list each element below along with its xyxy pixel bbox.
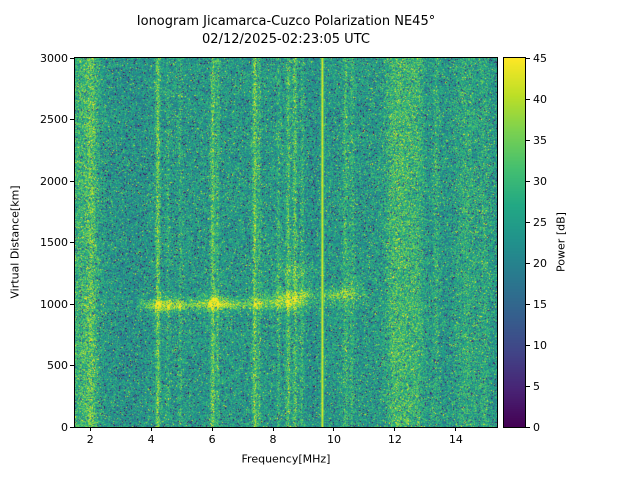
colorbar-tick-label: 15 <box>533 297 547 311</box>
colorbar-tick-label: 30 <box>533 174 547 188</box>
x-tick-mark <box>394 427 396 431</box>
colorbar-tick-mark <box>526 221 530 223</box>
plot-area <box>74 57 498 428</box>
colorbar-tick-mark <box>526 426 530 428</box>
colorbar-tick-mark <box>526 262 530 264</box>
y-tick-label: 2500 <box>40 113 68 126</box>
colorbar-tick-mark <box>526 98 530 100</box>
x-tick-mark <box>89 427 91 431</box>
x-tick-label: 12 <box>387 433 402 446</box>
x-tick-label: 14 <box>448 433 463 446</box>
x-tick-label: 6 <box>208 433 216 446</box>
y-tick-mark <box>70 242 74 243</box>
colorbar-tick-label: 35 <box>533 133 547 147</box>
y-tick-label: 2000 <box>40 174 68 188</box>
y-tick-label: 0 <box>61 420 68 434</box>
chart-title-line1: Ionogram Jicamarca-Cuzco Polarization NE… <box>136 14 436 29</box>
x-axis-label: Frequency[MHz] <box>241 452 331 466</box>
colorbar-tick-mark <box>526 344 530 346</box>
y-tick-mark <box>70 303 74 305</box>
colorbar-tick-label: 5 <box>533 379 540 393</box>
x-tick-mark <box>333 427 335 431</box>
x-tick-mark <box>211 427 213 431</box>
x-tick-label: 10 <box>326 433 341 446</box>
colorbar-tick-label: 20 <box>533 256 547 270</box>
y-tick-mark <box>70 365 74 366</box>
x-tick-label: 8 <box>269 433 277 446</box>
y-tick-label: 500 <box>47 359 68 372</box>
colorbar <box>503 57 526 428</box>
colorbar-tick-mark <box>526 303 530 305</box>
colorbar-tick-mark <box>526 385 530 387</box>
colorbar-tick-label: 10 <box>533 338 547 352</box>
ionogram-heatmap-canvas <box>75 58 497 427</box>
colorbar-tick-mark <box>526 180 530 182</box>
y-tick-mark <box>70 180 74 182</box>
colorbar-tick-label: 40 <box>533 92 547 106</box>
x-tick-mark <box>455 427 457 431</box>
x-tick-mark <box>272 427 274 431</box>
colorbar-tick-label: 25 <box>533 215 547 229</box>
colorbar-tick-label: 0 <box>533 420 540 434</box>
y-axis-label: Virtual Distance[km] <box>8 185 22 299</box>
colorbar-gradient-canvas <box>504 58 525 427</box>
y-tick-label: 1000 <box>40 297 68 311</box>
chart-title: Ionogram Jicamarca-Cuzco Polarization NE… <box>74 13 498 49</box>
y-tick-label: 3000 <box>40 51 68 65</box>
x-tick-label: 4 <box>147 433 155 446</box>
colorbar-tick-label: 45 <box>533 51 547 65</box>
y-tick-mark <box>70 426 74 428</box>
colorbar-tick-mark <box>526 57 530 59</box>
chart-title-line2: 02/12/2025-02:23:05 UTC <box>202 32 370 47</box>
x-tick-mark <box>150 427 152 431</box>
x-tick-label: 2 <box>86 433 94 446</box>
y-tick-label: 1500 <box>40 236 68 249</box>
colorbar-tick-mark <box>526 139 530 141</box>
y-tick-mark <box>70 119 74 120</box>
y-tick-mark <box>70 57 74 59</box>
